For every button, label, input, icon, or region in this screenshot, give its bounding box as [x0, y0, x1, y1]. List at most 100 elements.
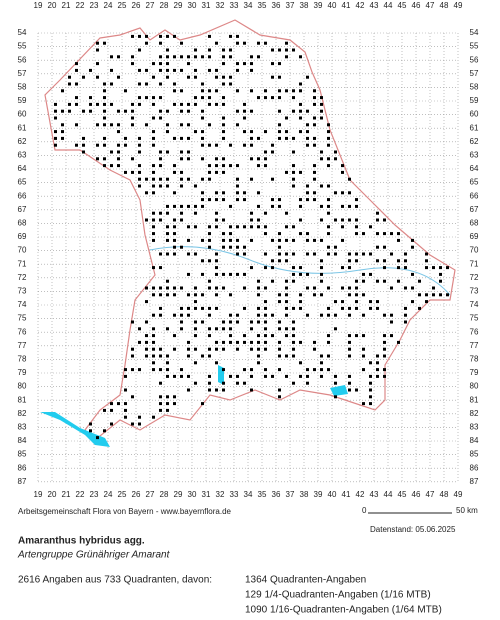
row-label: 78 — [18, 355, 27, 364]
occurrence-dot — [236, 41, 239, 45]
occurrence-dot — [348, 381, 351, 385]
occurrence-dot — [208, 55, 211, 59]
occurrence-dot — [355, 279, 358, 283]
occurrence-dot — [362, 334, 365, 338]
occurrence-dot — [376, 245, 379, 249]
occurrence-dot — [180, 68, 183, 72]
occurrence-dot — [271, 238, 274, 242]
column-label: 29 — [174, 490, 183, 499]
occurrence-dot — [327, 123, 330, 127]
row-label: 70 — [18, 246, 27, 255]
occurrence-dot — [229, 327, 232, 331]
occurrence-dot — [75, 102, 78, 106]
occurrence-dot — [159, 395, 162, 399]
row-label: 68 — [470, 219, 479, 228]
occurrence-dot — [194, 300, 197, 304]
occurrence-dot — [222, 347, 225, 351]
row-label: 60 — [470, 110, 479, 119]
occurrence-dot — [432, 286, 435, 290]
occurrence-dot — [243, 191, 246, 195]
occurrence-dot — [404, 320, 407, 324]
occurrence-dot — [369, 395, 372, 399]
occurrence-dot — [152, 327, 155, 331]
occurrence-dot — [201, 354, 204, 358]
occurrence-dot — [103, 136, 106, 140]
occurrence-dot — [222, 198, 225, 202]
occurrence-dot — [306, 198, 309, 202]
column-label: 25 — [118, 1, 127, 10]
occurrence-dot — [397, 340, 400, 344]
occurrence-dot — [292, 334, 295, 338]
occurrence-dot — [355, 198, 358, 202]
column-label: 44 — [384, 490, 393, 499]
occurrence-dot — [285, 334, 288, 338]
occurrence-dot — [208, 198, 211, 202]
occurrence-dot — [348, 218, 351, 222]
occurrence-dot — [418, 279, 421, 283]
occurrence-dot — [131, 347, 134, 351]
occurrence-dot — [180, 374, 183, 378]
column-label: 36 — [272, 1, 281, 10]
occurrence-dot — [285, 136, 288, 140]
occurrence-dot — [292, 279, 295, 283]
occurrence-dot — [257, 55, 260, 59]
occurrence-dot — [376, 232, 379, 236]
occurrence-dot — [348, 259, 351, 263]
occurrence-dot — [173, 252, 176, 256]
occurrence-dot — [362, 272, 365, 276]
occurrence-dot — [229, 374, 232, 378]
occurrence-dot — [180, 306, 183, 310]
occurrence-dot — [369, 252, 372, 256]
occurrence-dot — [278, 259, 281, 263]
occurrence-dot — [229, 272, 232, 276]
column-label: 26 — [132, 1, 141, 10]
column-label: 35 — [258, 1, 267, 10]
occurrence-dot — [194, 334, 197, 338]
occurrence-dot — [313, 177, 316, 181]
occurrence-dot — [173, 136, 176, 140]
occurrence-dot — [215, 252, 218, 256]
occurrence-dot — [103, 96, 106, 100]
occurrence-dot — [362, 232, 365, 236]
occurrence-dot — [152, 266, 155, 270]
occurrence-dot — [187, 313, 190, 317]
occurrence-dot — [264, 130, 267, 134]
occurrence-dot — [138, 170, 141, 174]
occurrence-dot — [138, 184, 141, 188]
occurrence-dot — [138, 164, 141, 168]
row-label: 79 — [18, 368, 27, 377]
occurrence-dot — [320, 184, 323, 188]
occurrence-dot — [159, 408, 162, 412]
occurrence-dot — [159, 116, 162, 120]
occurrence-dot — [306, 374, 309, 378]
column-label: 42 — [356, 490, 365, 499]
column-label: 20 — [48, 1, 57, 10]
occurrence-dot — [173, 55, 176, 59]
occurrence-dot — [397, 266, 400, 270]
occurrence-dot — [306, 184, 309, 188]
occurrence-dot — [75, 143, 78, 147]
column-label: 32 — [216, 490, 225, 499]
occurrence-dot — [215, 68, 218, 72]
occurrence-dot — [243, 109, 246, 113]
occurrence-dot — [299, 82, 302, 86]
occurrence-dot — [376, 354, 379, 358]
occurrence-dot — [138, 368, 141, 372]
occurrence-dot — [187, 272, 190, 276]
occurrence-dot — [208, 245, 211, 249]
occurrence-dot — [264, 211, 267, 215]
occurrence-dot — [166, 238, 169, 242]
occurrence-dot — [320, 157, 323, 161]
occurrence-dot — [327, 157, 330, 161]
occurrence-dot — [180, 245, 183, 249]
occurrence-dot — [194, 75, 197, 79]
row-label: 72 — [470, 273, 479, 282]
row-label: 60 — [18, 110, 27, 119]
occurrence-dot — [131, 55, 134, 59]
occurrence-dot — [285, 327, 288, 331]
column-label: 22 — [76, 490, 85, 499]
occurrence-dot — [138, 102, 141, 106]
occurrence-dot — [222, 55, 225, 59]
occurrence-dot — [299, 306, 302, 310]
occurrence-dot — [236, 381, 239, 385]
